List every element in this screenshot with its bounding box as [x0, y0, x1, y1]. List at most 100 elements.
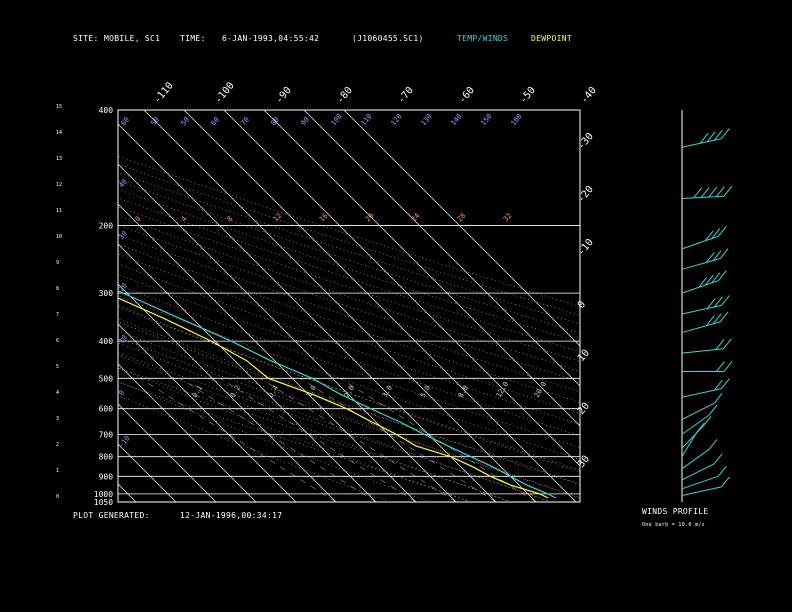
theta-label: 60 — [209, 116, 221, 128]
adiabat-label: 8 — [226, 215, 235, 224]
wind-barb-flag — [717, 465, 727, 477]
adiabat-label: 12 — [272, 212, 284, 224]
right-temp-label: -30 — [576, 131, 596, 152]
altitude-tick-label: 14 — [56, 130, 62, 136]
wind-barb-flag — [711, 228, 721, 239]
wind-barb — [681, 338, 732, 354]
wind-barb-shaft — [681, 449, 710, 470]
time-value: 6-JAN-1993,04:55:42 — [222, 34, 320, 43]
wind-barb-flag — [723, 185, 733, 197]
altitude-tick-label: 6 — [56, 338, 59, 344]
right-temp-label: -10 — [576, 237, 596, 258]
wind-barb-flag — [711, 272, 721, 284]
winds-profile — [681, 110, 733, 502]
wind-barb — [681, 404, 718, 435]
wind-barb-flag — [700, 187, 710, 198]
mixing-ratio-label: 0.2 — [229, 384, 242, 399]
altitude-tick-label: 3 — [56, 416, 59, 422]
theta-e-label: 10 — [117, 334, 129, 346]
theta-label: 90 — [299, 116, 311, 128]
dry-adiabat — [118, 367, 471, 502]
isotherm-line — [183, 110, 577, 502]
isotherm-line — [263, 110, 580, 427]
mixing-ratio-label: 1.0 — [305, 384, 318, 399]
wind-barb-flag — [715, 339, 725, 350]
adiabat-label: 24 — [410, 212, 422, 224]
wind-barb-flag — [712, 250, 722, 261]
theta-label: 60 — [119, 116, 131, 128]
wind-barb-flag — [704, 230, 714, 242]
moist-adiabat — [118, 337, 580, 499]
altitude-tick-label: 4 — [56, 390, 59, 396]
theta-label: 50 — [179, 116, 191, 128]
plot-frame — [117, 109, 581, 503]
legend-temp-winds: TEMP/WINDS — [457, 34, 509, 43]
wind-barb-flag — [713, 129, 723, 141]
dry-adiabat — [118, 381, 431, 502]
theta-label: 130 — [419, 112, 433, 127]
top-temp-label: -50 — [518, 85, 538, 106]
mixing-ratio-line — [260, 378, 457, 502]
theta-e-label: -10 — [117, 434, 131, 449]
wind-barb-flag — [721, 476, 730, 488]
isotherm-line — [303, 110, 580, 387]
pressure-tick-label: 700 — [99, 430, 114, 439]
isotherm-line — [118, 403, 217, 502]
isotherm-line — [0, 110, 16, 502]
isotherm-line — [118, 163, 457, 502]
wind-barb — [681, 270, 727, 294]
mixing-ratio-line — [180, 378, 377, 502]
wind-barb-shaft — [681, 321, 721, 334]
wind-barb-shaft — [681, 195, 724, 199]
wind-barb-flag — [702, 415, 712, 427]
theta-e-label: 0 — [117, 389, 126, 397]
wind-barb-shaft — [681, 280, 719, 294]
dry-adiabat — [118, 342, 552, 502]
wind-barb-flag — [713, 453, 723, 465]
wind-barb-shaft — [681, 258, 721, 270]
plot-generated-label: PLOT GENERATED: — [73, 511, 150, 520]
isotherm-line — [118, 123, 497, 502]
isotherm-line — [118, 283, 337, 502]
pressure-tick-label: 400 — [99, 337, 114, 346]
isotherm-line — [118, 483, 137, 502]
mixing-ratio-label: 20.0 — [533, 380, 548, 399]
pressure-tick-label: 500 — [99, 374, 114, 383]
wind-barb — [681, 311, 729, 334]
altitude-tick-label: 8 — [56, 286, 59, 292]
wind-barb-flag — [708, 404, 718, 416]
mixing-ratio-label: 8.0 — [457, 384, 470, 399]
moist-adiabat — [118, 381, 471, 502]
wind-barb-flag — [721, 128, 730, 139]
wind-barb-flag — [716, 361, 725, 372]
temperature-profile-line — [118, 290, 557, 499]
theta-label: 160 — [509, 112, 523, 127]
isotherm-line — [343, 110, 580, 347]
pressure-tick-label: 400 — [99, 106, 114, 115]
site-value: MOBILE, SC1 — [104, 34, 161, 43]
theta-label: 120 — [389, 112, 403, 127]
right-temp-label: -20 — [576, 184, 596, 205]
pressure-tick-label: 600 — [99, 405, 114, 414]
file-id: (J1060455.SC1) — [352, 34, 424, 43]
theta-label: 80 — [269, 116, 281, 128]
pressure-tick-label: 1000 — [94, 490, 113, 499]
wind-barb-shaft — [681, 425, 704, 449]
mixing-ratio-label: 0.4 — [267, 384, 280, 399]
theta-e-label: 30 — [117, 230, 129, 242]
moist-adiabat — [118, 321, 580, 485]
wind-barb-flag — [706, 131, 716, 142]
theta-e-label: 20 — [117, 282, 129, 294]
wind-barb-flag — [717, 270, 727, 281]
isotherm-line — [118, 323, 297, 502]
wind-barb — [681, 378, 730, 398]
wind-barb-flag — [715, 186, 725, 197]
pressure-tick-label: 200 — [99, 222, 114, 231]
wind-barb — [681, 476, 730, 497]
top-temp-label: -40 — [579, 85, 599, 106]
winds-profile-label: WINDS PROFILE — [642, 507, 709, 516]
wind-barb-flag — [705, 252, 715, 263]
adiabat-label: 20 — [364, 212, 376, 224]
